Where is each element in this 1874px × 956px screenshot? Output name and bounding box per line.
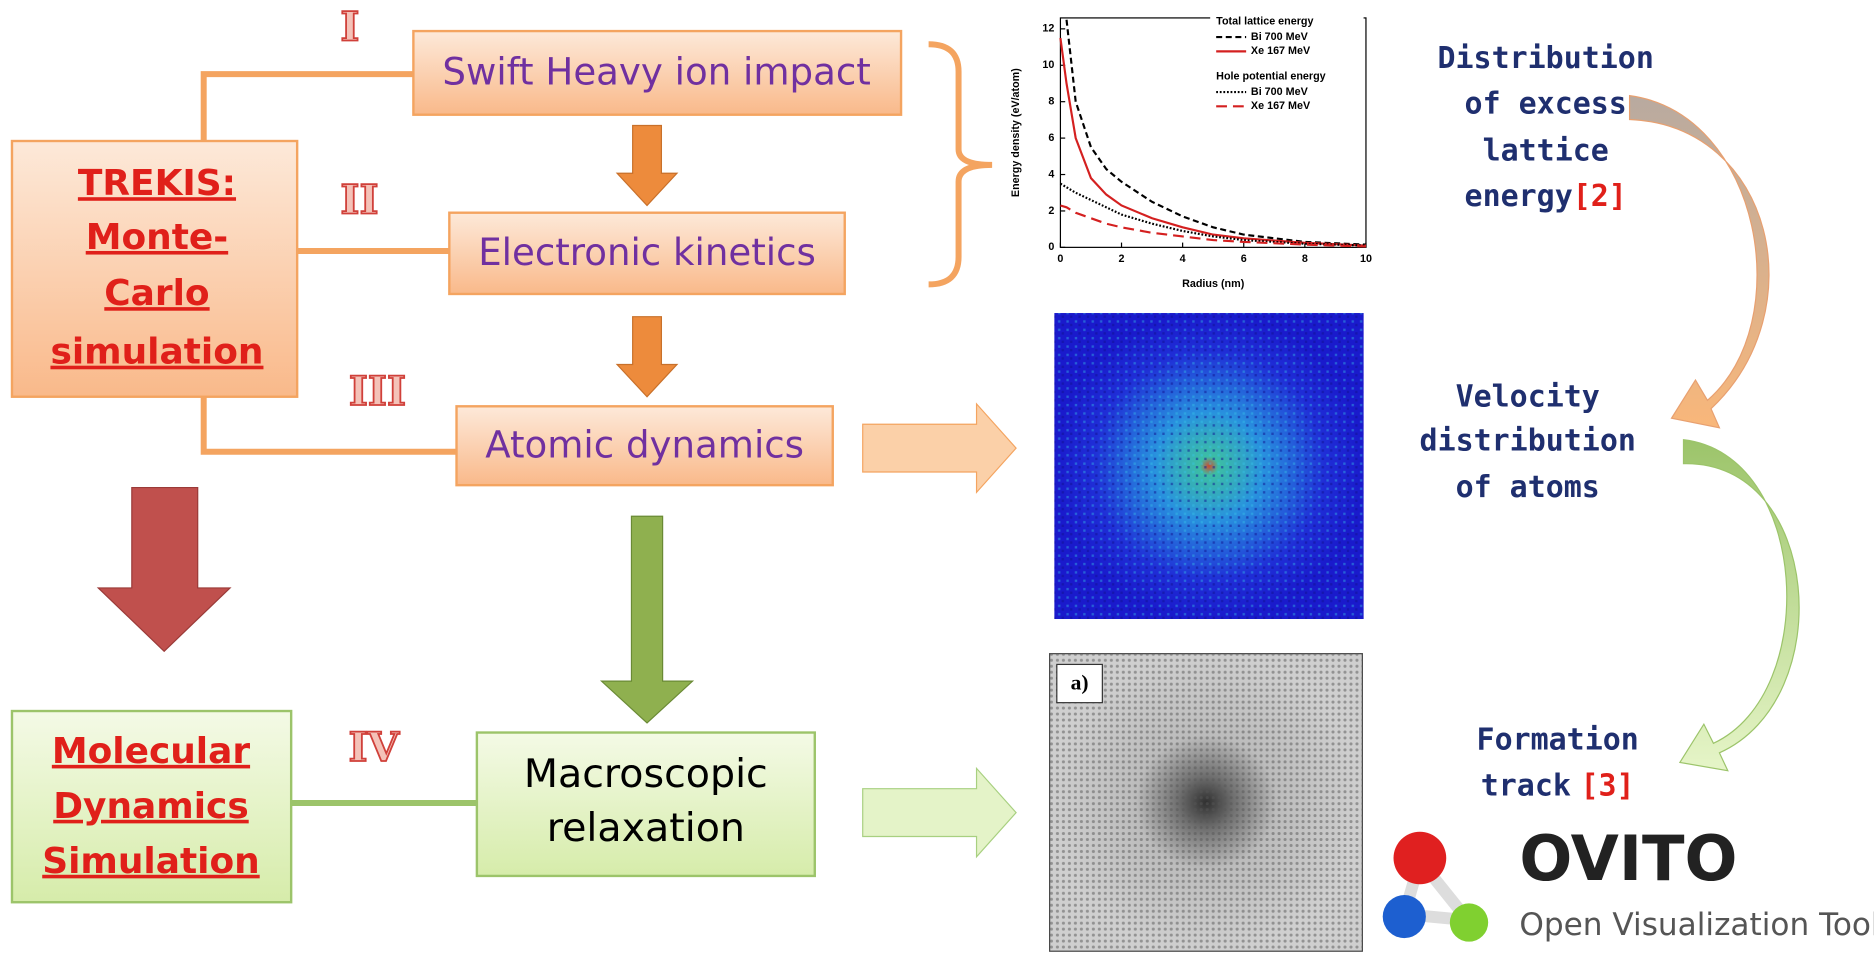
note: Velocity — [1456, 379, 1600, 414]
arrow — [98, 488, 230, 652]
note: energy — [1465, 179, 1573, 214]
note: lattice — [1483, 133, 1609, 168]
energy-plot: 0 2 4 6 8 10 0 2 4 6 8 10 12 Radius (nm) Energy densit… — [1010, 13, 1372, 290]
panel-label: a) — [1071, 671, 1089, 695]
step-text: relaxation — [547, 805, 745, 851]
arrow — [602, 516, 693, 723]
note: distribution — [1420, 424, 1636, 459]
x-tick-label: 4 — [1180, 253, 1186, 265]
logo-subtitle: Open Visualization Tool — [1519, 907, 1874, 943]
logo-title: OVITO — [1519, 822, 1737, 895]
y-tick-label: 2 — [1048, 205, 1054, 217]
x-tick-label: 10 — [1360, 253, 1372, 265]
legend-label: Xe 167 MeV — [1251, 100, 1311, 112]
x-tick-label: 8 — [1302, 253, 1308, 265]
y-tick-label: 12 — [1042, 23, 1054, 35]
trekis-text: Carlo — [104, 273, 209, 314]
note: Distribution — [1438, 41, 1654, 76]
ovito-logo — [1383, 832, 1488, 942]
note: track [3] — [1481, 768, 1635, 803]
page: I II III IV Swift Heavy ion impact Elect… — [0, 0, 1874, 956]
x-tick-label: 0 — [1057, 253, 1063, 265]
velocity-map — [1054, 313, 1363, 619]
trekis-text: Monte- — [86, 217, 228, 258]
md-text: Molecular — [52, 731, 251, 772]
note: of atoms — [1456, 470, 1600, 505]
note: track — [1481, 768, 1571, 803]
arrow — [863, 768, 1016, 856]
legend-title: Hole potential energy — [1216, 70, 1325, 82]
x-tick-label: 6 — [1241, 253, 1247, 265]
reference: [3] — [1580, 768, 1634, 803]
step-text: Atomic dynamics — [485, 423, 804, 466]
arrow — [617, 317, 677, 397]
curved-arrow — [1630, 96, 1769, 428]
md-text: Simulation — [42, 841, 259, 882]
legend-label: Bi 700 MeV — [1251, 86, 1309, 98]
roman-label: IV — [349, 723, 401, 771]
arrow — [863, 404, 1016, 492]
step-text: Macroscopic — [524, 751, 768, 797]
md-text: Dynamics — [53, 786, 248, 827]
roman-label: III — [349, 367, 406, 415]
y-axis-label: Energy density (eV/atom) — [1010, 68, 1022, 197]
note: energy[2] — [1465, 179, 1627, 214]
y-tick-label: 6 — [1048, 132, 1054, 144]
roman-label: I — [340, 2, 359, 50]
step-text: Electronic kinetics — [478, 231, 816, 274]
trekis-text: TREKIS: — [78, 163, 236, 204]
x-axis-label: Radius (nm) — [1182, 278, 1245, 290]
note: Formation — [1477, 722, 1639, 757]
note: of excess — [1465, 87, 1627, 122]
curved-arrow — [1680, 440, 1799, 771]
x-tick-label: 2 — [1119, 253, 1125, 265]
trekis-text: simulation — [50, 332, 263, 373]
roman-label: II — [340, 176, 378, 224]
step-text: Swift Heavy ion impact — [442, 51, 870, 94]
legend-label: Bi 700 MeV — [1251, 31, 1309, 43]
reference: [2] — [1573, 179, 1627, 214]
legend-label: Xe 167 MeV — [1251, 45, 1311, 57]
arrow — [617, 125, 677, 205]
legend-title: Total lattice energy — [1216, 15, 1313, 27]
y-tick-label: 8 — [1048, 96, 1054, 108]
y-tick-label: 10 — [1042, 59, 1054, 71]
y-tick-label: 0 — [1048, 241, 1054, 253]
y-tick-label: 4 — [1048, 168, 1054, 180]
